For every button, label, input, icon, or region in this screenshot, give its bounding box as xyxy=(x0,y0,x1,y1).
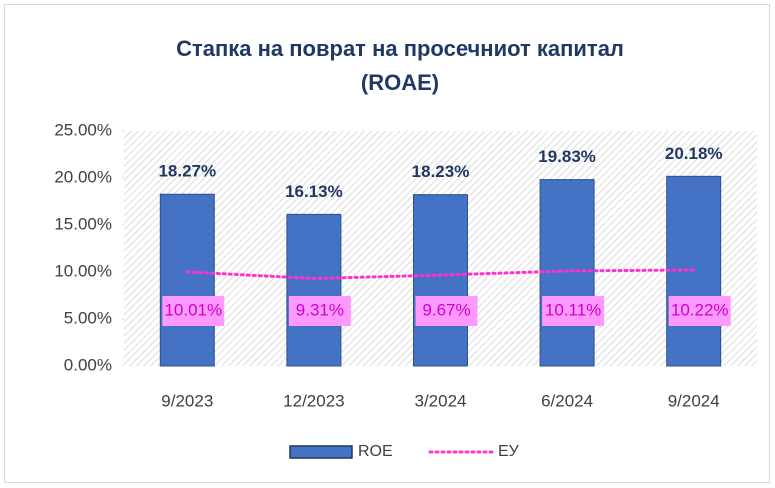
y-tick-label: 25.00% xyxy=(54,120,112,139)
line-label: 10.22% xyxy=(671,300,729,319)
bar xyxy=(413,194,468,367)
line-label-bg xyxy=(162,296,225,326)
bar-label: 16.13% xyxy=(285,182,343,201)
y-tick-label: 15.00% xyxy=(54,214,112,233)
bar-label: 18.23% xyxy=(412,162,470,181)
line-label: 9.31% xyxy=(296,300,344,319)
x-tick-label: 6/2024 xyxy=(541,391,593,410)
chart-title: (ROAE) xyxy=(361,70,439,95)
bar xyxy=(286,213,342,367)
bar-label: 18.27% xyxy=(158,162,216,181)
bar-label: 19.83% xyxy=(538,147,596,166)
legend-label: ЕУ xyxy=(498,443,520,460)
line-label: 10.11% xyxy=(545,300,601,319)
bar xyxy=(159,193,215,367)
x-tick-label: 9/2024 xyxy=(668,391,720,410)
y-tick-label: 10.00% xyxy=(54,261,112,280)
line-label: 9.67% xyxy=(422,300,470,319)
legend-swatch xyxy=(289,445,353,459)
y-tick-label: 0.00% xyxy=(64,355,112,374)
y-tick-label: 5.00% xyxy=(64,308,112,327)
line-label-bg xyxy=(288,296,351,326)
x-tick-label: 12/2023 xyxy=(283,391,344,410)
line-label-bg xyxy=(542,296,605,326)
line-label: 10.01% xyxy=(164,300,222,319)
chart-title: Стапка на поврат на просечниот капитал xyxy=(176,36,624,61)
line-label-bg xyxy=(415,296,478,326)
x-tick-label: 9/2023 xyxy=(161,391,213,410)
y-tick-label: 20.00% xyxy=(54,167,112,186)
legend-label: ROE xyxy=(358,443,393,460)
bar-label: 20.18% xyxy=(665,144,723,163)
line xyxy=(185,268,696,280)
line-label-bg xyxy=(668,296,731,326)
x-tick-label: 3/2024 xyxy=(415,391,467,410)
